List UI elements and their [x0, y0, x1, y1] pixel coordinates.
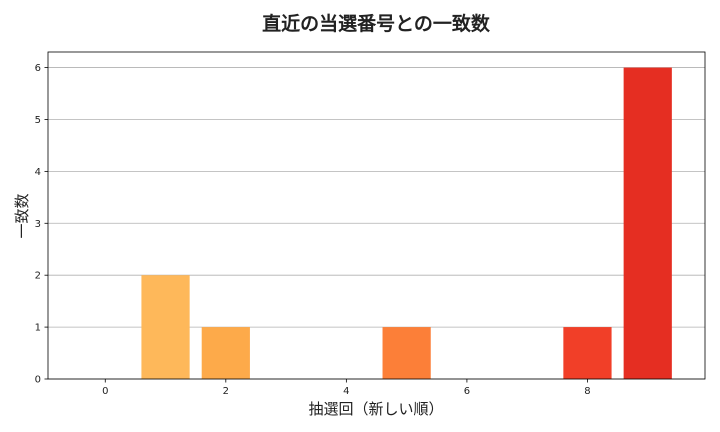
y-tick-label: 4 [35, 167, 41, 178]
y-tick-label: 0 [35, 375, 41, 386]
y-tick-label: 5 [35, 115, 41, 126]
x-axis-ticks: 0 2 4 6 8 [102, 379, 591, 397]
bar [201, 327, 250, 379]
bar [141, 275, 190, 379]
bar [623, 67, 672, 380]
x-tick-label: 0 [102, 386, 108, 397]
x-axis-label: 抽選回（新しい順） [308, 400, 443, 418]
y-tick-label: 1 [35, 323, 41, 334]
x-tick-label: 2 [223, 386, 229, 397]
y-tick-label: 3 [35, 219, 41, 230]
x-tick-label: 4 [343, 386, 349, 397]
y-tick-label: 6 [35, 63, 41, 74]
bar [382, 327, 431, 379]
plot-frame [47, 51, 706, 380]
y-axis-ticks: 0 1 2 3 4 5 6 [35, 63, 48, 386]
bar [563, 327, 612, 379]
y-tick-label: 2 [35, 271, 41, 282]
chart-title: 直近の当選番号との一致数 [262, 12, 491, 35]
bars [141, 67, 672, 380]
y-axis-label: 一致数 [13, 193, 31, 238]
x-tick-label: 6 [464, 386, 470, 397]
x-tick-label: 8 [584, 386, 590, 397]
